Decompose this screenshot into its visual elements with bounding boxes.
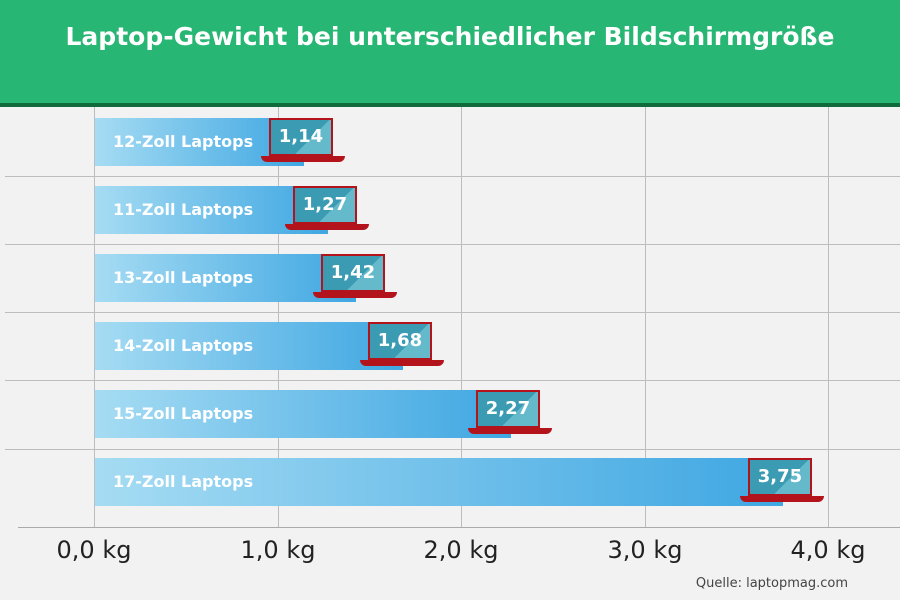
bar-value: 1,14	[278, 126, 324, 147]
x-tick: 3,0 kg	[607, 536, 683, 564]
bar-value: 2,27	[485, 398, 531, 419]
bar-value: 3,75	[757, 466, 803, 487]
laptop-icon: 1,14	[261, 118, 345, 168]
bar-label: 11-Zoll Laptops	[113, 200, 254, 219]
bar-17-zoll: 17-Zoll Laptops	[95, 458, 783, 506]
x-tick: 4,0 kg	[790, 536, 866, 564]
bar-14-zoll: 14-Zoll Laptops	[95, 322, 403, 370]
source-note: Quelle: laptopmag.com	[695, 576, 848, 591]
gridline-x-4	[828, 107, 829, 528]
bar-value: 1,68	[377, 330, 423, 351]
bar-label: 14-Zoll Laptops	[113, 336, 254, 355]
bar-value: 1,42	[330, 262, 376, 283]
gridline-x-3	[645, 107, 646, 528]
bar-value: 1,27	[302, 194, 348, 215]
gridline-x-0	[94, 107, 95, 528]
laptop-icon: 1,42	[313, 254, 397, 304]
x-tick: 2,0 kg	[423, 536, 499, 564]
x-tick: 1,0 kg	[240, 536, 316, 564]
gridline-y	[5, 380, 900, 381]
laptop-icon: 1,68	[360, 322, 444, 372]
bar-label: 13-Zoll Laptops	[113, 268, 254, 287]
laptop-icon: 3,75	[740, 458, 824, 508]
gridline-x-2	[461, 107, 462, 528]
bar-label: 17-Zoll Laptops	[113, 472, 254, 491]
x-axis-line	[18, 527, 900, 528]
laptop-icon: 1,27	[285, 186, 369, 236]
bar-13-zoll: 13-Zoll Laptops	[95, 254, 356, 302]
gridline-y	[5, 176, 900, 177]
gridline-y	[5, 244, 900, 245]
x-tick: 0,0 kg	[56, 536, 132, 564]
bar-15-zoll: 15-Zoll Laptops	[95, 390, 511, 438]
chart-title: Laptop-Gewicht bei unterschiedlicher Bil…	[65, 22, 835, 51]
title-banner: Laptop-Gewicht bei unterschiedlicher Bil…	[0, 0, 900, 107]
gridline-y	[5, 449, 900, 450]
bar-label: 12-Zoll Laptops	[113, 132, 254, 151]
gridline-y	[5, 312, 900, 313]
gridline-x-1	[278, 107, 279, 528]
laptop-icon: 2,27	[468, 390, 552, 440]
bar-label: 15-Zoll Laptops	[113, 404, 254, 423]
